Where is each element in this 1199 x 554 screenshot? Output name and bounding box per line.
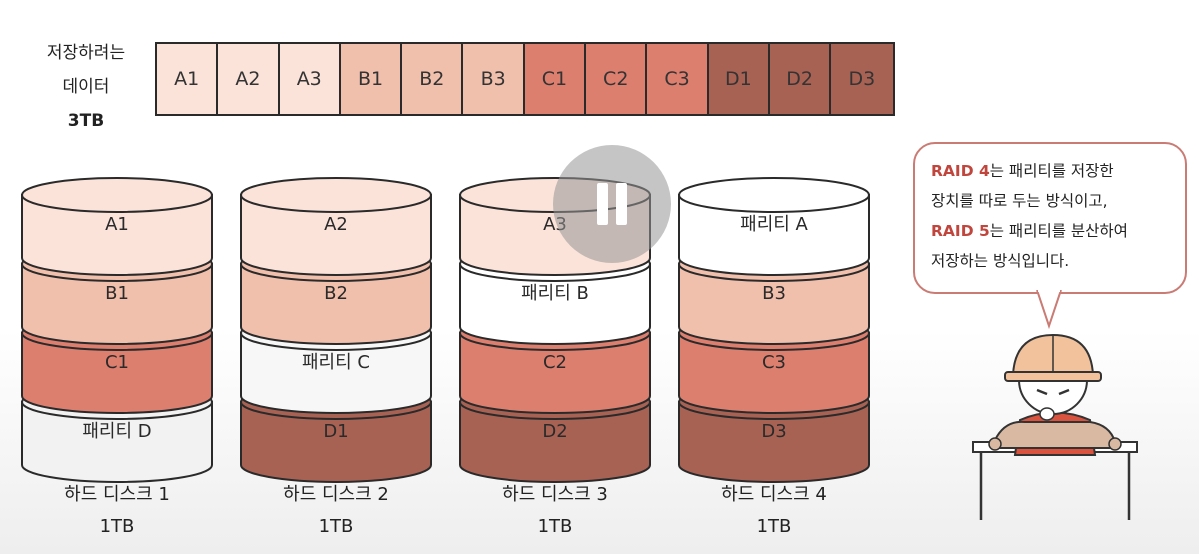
disk-layer-label: B3 (762, 283, 786, 304)
disk-name: 하드 디스크 1 (64, 484, 170, 505)
data-size: 3TB (67, 111, 105, 131)
disk-name: 하드 디스크 3 (502, 484, 608, 505)
hard-disk-2: D1 패리티 C B2 A2 (240, 177, 432, 483)
data-block: B1 (340, 44, 403, 114)
disk-layer-label: C3 (762, 352, 786, 373)
data-block: C3 (647, 44, 709, 114)
data-block: A3 (279, 44, 341, 114)
disk-capacity: 1TB (99, 516, 135, 537)
bubble-raid4: RAID 4 (931, 162, 990, 180)
disk-layer-label: C1 (105, 352, 129, 373)
data-blocks-row: A1 A2 A3 B1 B2 B3 C1 C2 C3 D1 D2 D3 (155, 42, 895, 116)
bubble-line1: 는 패리티를 저장한 (989, 162, 1114, 180)
disk-name: 하드 디스크 4 (721, 484, 827, 505)
bubble-line2: 장치를 따로 두는 방식이고, (931, 192, 1108, 210)
data-block: B3 (463, 44, 525, 114)
disk-layer-label: A1 (105, 214, 129, 235)
data-label-line2: 데이터 (62, 77, 110, 97)
disk-layer-label: C2 (543, 352, 567, 373)
data-block: D2 (769, 44, 832, 114)
speech-bubble: RAID 4는 패리티를 저장한 장치를 따로 두는 방식이고, RAID 5는… (913, 142, 1187, 294)
data-block: A1 (157, 44, 219, 114)
disk-layer-label: B1 (105, 283, 129, 304)
disk-layer: 패리티 A (678, 177, 870, 276)
bubble-raid5: RAID 5 (931, 222, 990, 240)
disk-layer-label: B2 (324, 283, 348, 304)
pause-icon-bar (616, 183, 627, 225)
data-label: 저장하려는 데이터 3TB (22, 36, 150, 138)
disk-layer: A2 (240, 177, 432, 276)
disk-layer-label: 패리티 A (740, 214, 808, 235)
data-label-line1: 저장하려는 (46, 43, 126, 63)
data-block: C1 (524, 44, 587, 114)
data-block: D1 (708, 44, 770, 114)
bubble-line4: 저장하는 방식입니다. (931, 252, 1070, 270)
disk-layer: A1 (21, 177, 213, 276)
disk-layer-label: 패리티 B (521, 283, 589, 304)
worker-illustration: CS (972, 333, 1138, 520)
data-block: A2 (218, 44, 280, 114)
disk-capacity: 1TB (756, 516, 792, 537)
data-block: B2 (402, 44, 464, 114)
data-block: C2 (586, 44, 648, 114)
pause-icon (597, 183, 608, 225)
hard-disk-4: D3 C3 B3 패리티 A (678, 177, 870, 483)
disk-capacity: 1TB (537, 516, 573, 537)
disk-layer-label: D2 (542, 421, 567, 442)
disk-layer-label: D1 (323, 421, 348, 442)
bubble-tail (1036, 290, 1062, 330)
disk-capacity: 1TB (318, 516, 354, 537)
disk-layer-label: 패리티 D (82, 421, 151, 442)
disk-layer-label: A2 (324, 214, 348, 235)
hard-disk-1: 패리티 D C1 B1 A1 (21, 177, 213, 483)
disk-layer-label: 패리티 C (302, 352, 370, 373)
disk-layer-label: D3 (761, 421, 786, 442)
disk-name: 하드 디스크 2 (283, 484, 389, 505)
bubble-line3: 는 패리티를 분산하여 (989, 222, 1128, 240)
data-block: D3 (831, 44, 893, 114)
pause-button[interactable] (553, 145, 671, 263)
